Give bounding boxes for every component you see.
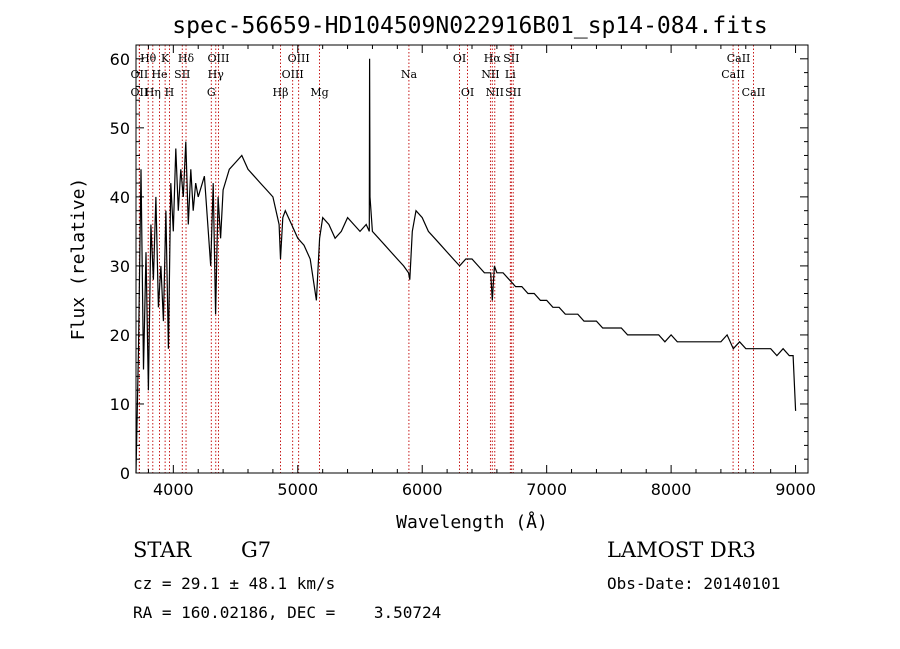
line-label-22: SII [503, 52, 519, 65]
line-label-23: Li [505, 68, 516, 81]
line-label-20: NII [481, 68, 499, 81]
line-label-0: Hθ [140, 52, 157, 65]
line-label-19: Hα [484, 52, 502, 65]
line-label-2: OII [131, 86, 149, 99]
line-label-4: Hη [145, 86, 161, 99]
emission-line-markers [138, 45, 754, 473]
y-tick-label-5: 50 [110, 119, 130, 138]
line-label-12: Hβ [273, 86, 289, 99]
line-label-9: OIII [207, 52, 229, 65]
line-label-10: Hγ [208, 68, 225, 81]
chart-title: spec-56659-HD104509N022916B01_sp14-084.f… [172, 13, 767, 39]
x-tick-label-4: 8000 [651, 480, 692, 499]
line-label-13: OIII [288, 52, 310, 65]
line-label-11: G [207, 86, 216, 99]
line-label-16: Na [401, 68, 418, 81]
line-label-24: SII [505, 86, 521, 99]
line-label-5: K [161, 52, 170, 65]
redshift-cz: cz = 29.1 ± 48.1 km/s [133, 574, 336, 593]
observation-date: Obs-Date: 20140101 [607, 574, 781, 593]
line-label-6: H [165, 86, 175, 99]
line-label-18: OI [461, 86, 474, 99]
line-label-17: OI [453, 52, 466, 65]
x-tick-label-0: 4000 [153, 480, 194, 499]
x-tick-label-1: 5000 [277, 480, 318, 499]
line-label-21: NII [486, 86, 504, 99]
y-tick-label-3: 30 [110, 257, 130, 276]
line-label-3: He [151, 68, 167, 81]
object-subclass: G7 [241, 538, 272, 562]
object-class: STAR [133, 538, 192, 562]
line-label-8: Hδ [178, 52, 195, 65]
survey-name: LAMOST DR3 [607, 538, 756, 562]
line-label-27: CaII [742, 86, 766, 99]
y-tick-label-1: 10 [110, 395, 130, 414]
line-label-26: CaII [721, 68, 745, 81]
y-tick-label-0: 0 [120, 464, 130, 483]
ra-dec-coordinates: RA = 160.02186, DEC = 3.50724 [133, 603, 442, 622]
line-label-7: SII [174, 68, 190, 81]
y-axis-label: Flux (relative) [68, 178, 89, 341]
x-axis-ticks: 4000 5000 6000 7000 8000 9000 [147, 45, 816, 499]
line-label-15: Mg [310, 86, 328, 99]
line-label-25: CaII [727, 52, 751, 65]
line-label-14: OIII [282, 68, 304, 81]
y-tick-label-2: 20 [110, 326, 130, 345]
flux-series-line [135, 58, 797, 474]
y-tick-label-4: 40 [110, 188, 130, 207]
y-axis-ticks: 0 10 20 30 40 50 60 [110, 44, 808, 483]
x-tick-label-2: 6000 [402, 480, 443, 499]
y-tick-label-6: 60 [110, 50, 130, 69]
x-tick-label-5: 9000 [775, 480, 816, 499]
x-tick-label-3: 7000 [526, 480, 567, 499]
line-label-1: OII [131, 68, 149, 81]
x-axis-label: Wavelength (Å) [396, 511, 548, 533]
